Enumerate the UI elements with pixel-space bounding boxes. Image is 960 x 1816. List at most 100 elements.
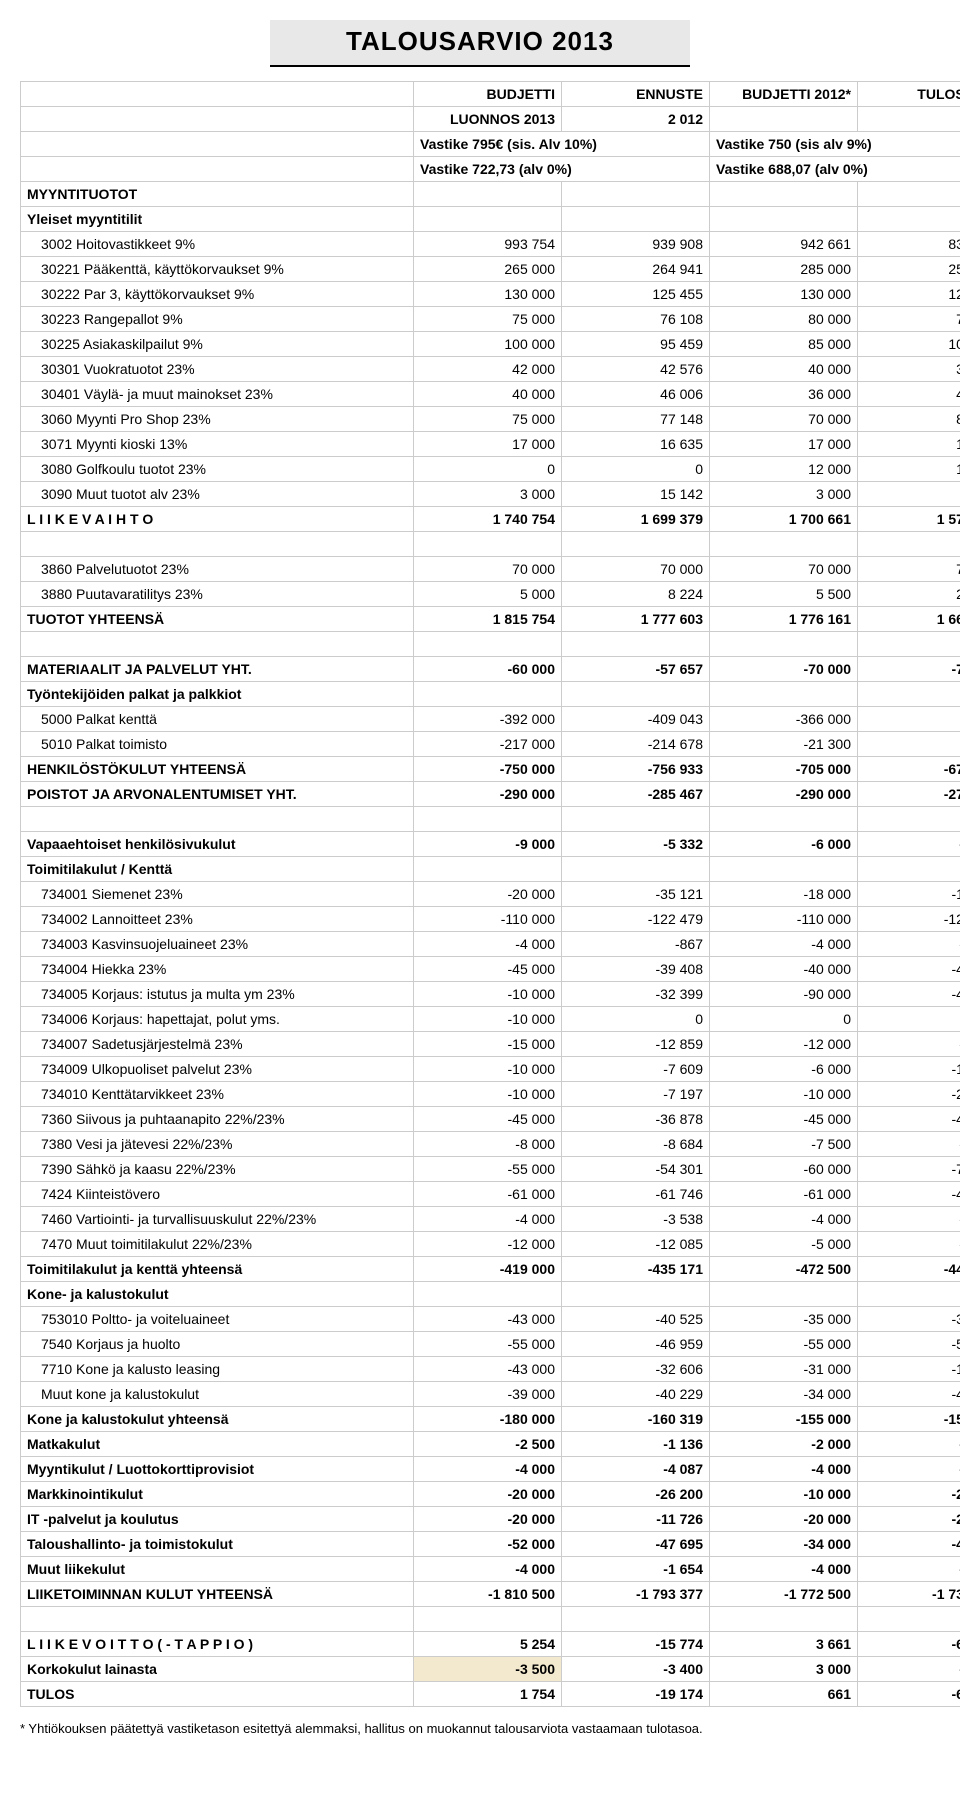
table-cell: -8 684 xyxy=(562,1132,710,1157)
table-row: 30221 Pääkenttä, käyttökorvaukset 9%265 … xyxy=(21,257,960,282)
table-cell: 15 495 xyxy=(858,432,960,457)
table-row: Vastike 795€ (sis. Alv 10%)Vastike 750 (… xyxy=(21,132,960,157)
table-cell xyxy=(414,807,562,832)
table-cell: TULOS xyxy=(21,1682,414,1707)
table-cell: TUOTOT YHTEENSÄ xyxy=(21,607,414,632)
table-cell: LIIKETOIMINNAN KULUT YHTEENSÄ xyxy=(21,1582,414,1607)
table-row: HENKILÖSTÖKULUT YHTEENSÄ-750 000-756 933… xyxy=(21,757,960,782)
table-cell: -61 000 xyxy=(710,1182,858,1207)
table-cell: -2 500 xyxy=(414,1432,562,1457)
table-cell xyxy=(710,857,858,882)
table-cell xyxy=(710,807,858,832)
table-cell: -446 589 xyxy=(858,1257,960,1282)
table-cell: -290 000 xyxy=(710,782,858,807)
table-cell: L I I K E V A I H T O xyxy=(21,507,414,532)
table-cell: 30301 Vuokratuotot 23% xyxy=(21,357,414,382)
table-cell: -6 959 xyxy=(858,1657,960,1682)
table-cell: -32 606 xyxy=(562,1357,710,1382)
table-row: Yleiset myyntitilit xyxy=(21,207,960,232)
table-cell: 734010 Kenttätarvikkeet 23% xyxy=(21,1082,414,1107)
table-cell: 17 000 xyxy=(414,432,562,457)
table-cell: -217 000 xyxy=(414,732,562,757)
table-row: LUONNOS 20132 012 xyxy=(21,107,960,132)
table-row: MYYNTITUOTOT xyxy=(21,182,960,207)
table-cell: -45 915 xyxy=(858,1182,960,1207)
table-row xyxy=(21,632,960,657)
table-cell: 1 740 754 xyxy=(414,507,562,532)
table-row: 3090 Muut tuotot alv 23%3 00015 1423 000… xyxy=(21,482,960,507)
table-cell: -110 000 xyxy=(414,907,562,932)
table-row: 3080 Golfkoulu tuotot 23%0012 00012 898 xyxy=(21,457,960,482)
table-cell: 7470 Muut toimitilakulut 22%/23% xyxy=(21,1232,414,1257)
table-cell: 40 234 xyxy=(858,382,960,407)
table-row: 30223 Rangepallot 9%75 00076 10880 00071… xyxy=(21,307,960,332)
table-row: BUDJETTIENNUSTEBUDJETTI 2012*TULOS 2011 xyxy=(21,82,960,107)
table-cell xyxy=(858,632,960,657)
table-cell: -10 000 xyxy=(710,1482,858,1507)
table-cell: 734005 Korjaus: istutus ja multa ym 23% xyxy=(21,982,414,1007)
table-cell: 1 754 xyxy=(414,1682,562,1707)
table-cell: -1 654 xyxy=(562,1557,710,1582)
table-cell xyxy=(21,157,414,182)
table-cell: 36 000 xyxy=(710,382,858,407)
table-cell: -55 000 xyxy=(710,1332,858,1357)
table-cell: -35 121 xyxy=(562,882,710,907)
table-row: 7360 Siivous ja puhtaanapito 22%/23%-45 … xyxy=(21,1107,960,1132)
table-cell: -867 xyxy=(562,932,710,957)
table-cell: 33 437 xyxy=(858,357,960,382)
table-row: Matkakulut-2 500-1 136-2 000-1 492 xyxy=(21,1432,960,1457)
table-cell: 753010 Poltto- ja voiteluaineet xyxy=(21,1307,414,1332)
table-row: IT -palvelut ja koulutus-20 000-11 726-2… xyxy=(21,1507,960,1532)
table-row: Kone- ja kalustokulut xyxy=(21,1282,960,1307)
table-cell: -5 332 xyxy=(562,832,710,857)
table-cell xyxy=(414,532,562,557)
table-cell: -3 400 xyxy=(562,1657,710,1682)
table-cell: Vastike 795€ (sis. Alv 10%) xyxy=(414,132,710,157)
table-row: Työntekijöiden palkat ja palkkiot xyxy=(21,682,960,707)
table-cell: -6 257 xyxy=(858,1132,960,1157)
table-cell: 40 000 xyxy=(414,382,562,407)
table-cell: IT -palvelut ja koulutus xyxy=(21,1507,414,1532)
table-cell: 7390 Sähkö ja kaasu 22%/23% xyxy=(21,1157,414,1182)
table-cell: -43 000 xyxy=(414,1357,562,1382)
table-row: Toimitilakulut ja kenttä yhteensä-419 00… xyxy=(21,1257,960,1282)
table-cell: 993 754 xyxy=(414,232,562,257)
table-cell: 100 000 xyxy=(414,332,562,357)
table-cell: -45 033 xyxy=(858,1532,960,1557)
table-cell: -41 654 xyxy=(858,957,960,982)
table-cell xyxy=(858,707,960,732)
table-cell: 2 012 xyxy=(562,107,710,132)
table-cell: -62 375 xyxy=(858,1632,960,1657)
table-cell: -15 774 xyxy=(562,1632,710,1657)
table-cell: -71 129 xyxy=(858,1157,960,1182)
table-cell: -1 492 xyxy=(858,1432,960,1457)
table-cell: 0 xyxy=(710,1007,858,1032)
table-cell: -10 000 xyxy=(414,1082,562,1107)
table-cell xyxy=(858,107,960,132)
table-cell: 0 xyxy=(562,1007,710,1032)
table-row: 3002 Hoitovastikkeet 9%993 754939 908942… xyxy=(21,232,960,257)
table-cell: -290 000 xyxy=(414,782,562,807)
table-row: 7470 Muut toimitilakulut 22%/23%-12 000-… xyxy=(21,1232,960,1257)
table-cell: -19 174 xyxy=(562,1682,710,1707)
table-row: 5000 Palkat kenttä-392 000-409 043-366 0… xyxy=(21,707,960,732)
table-cell: 265 000 xyxy=(414,257,562,282)
table-cell: -180 000 xyxy=(414,1407,562,1432)
table-cell: HENKILÖSTÖKULUT YHTEENSÄ xyxy=(21,757,414,782)
table-cell: 3860 Palvelutuotot 23% xyxy=(21,557,414,582)
table-cell xyxy=(562,532,710,557)
table-cell: -7 639 xyxy=(858,1032,960,1057)
table-cell: -435 171 xyxy=(562,1257,710,1282)
table-cell: 15 142 xyxy=(562,482,710,507)
table-cell: -7 500 xyxy=(710,1132,858,1157)
table-cell: Matkakulut xyxy=(21,1432,414,1457)
table-cell: 7424 Kiinteistövero xyxy=(21,1182,414,1207)
table-cell: Kone ja kalustokulut yhteensä xyxy=(21,1407,414,1432)
table-cell: 100 521 xyxy=(858,332,960,357)
table-cell: -285 467 xyxy=(562,782,710,807)
table-cell xyxy=(21,532,414,557)
table-cell: -4 000 xyxy=(710,1207,858,1232)
table-cell: -15 000 xyxy=(414,1032,562,1057)
table-row: Vapaaehtoiset henkilösivukulut-9 000-5 3… xyxy=(21,832,960,857)
table-cell xyxy=(858,732,960,757)
